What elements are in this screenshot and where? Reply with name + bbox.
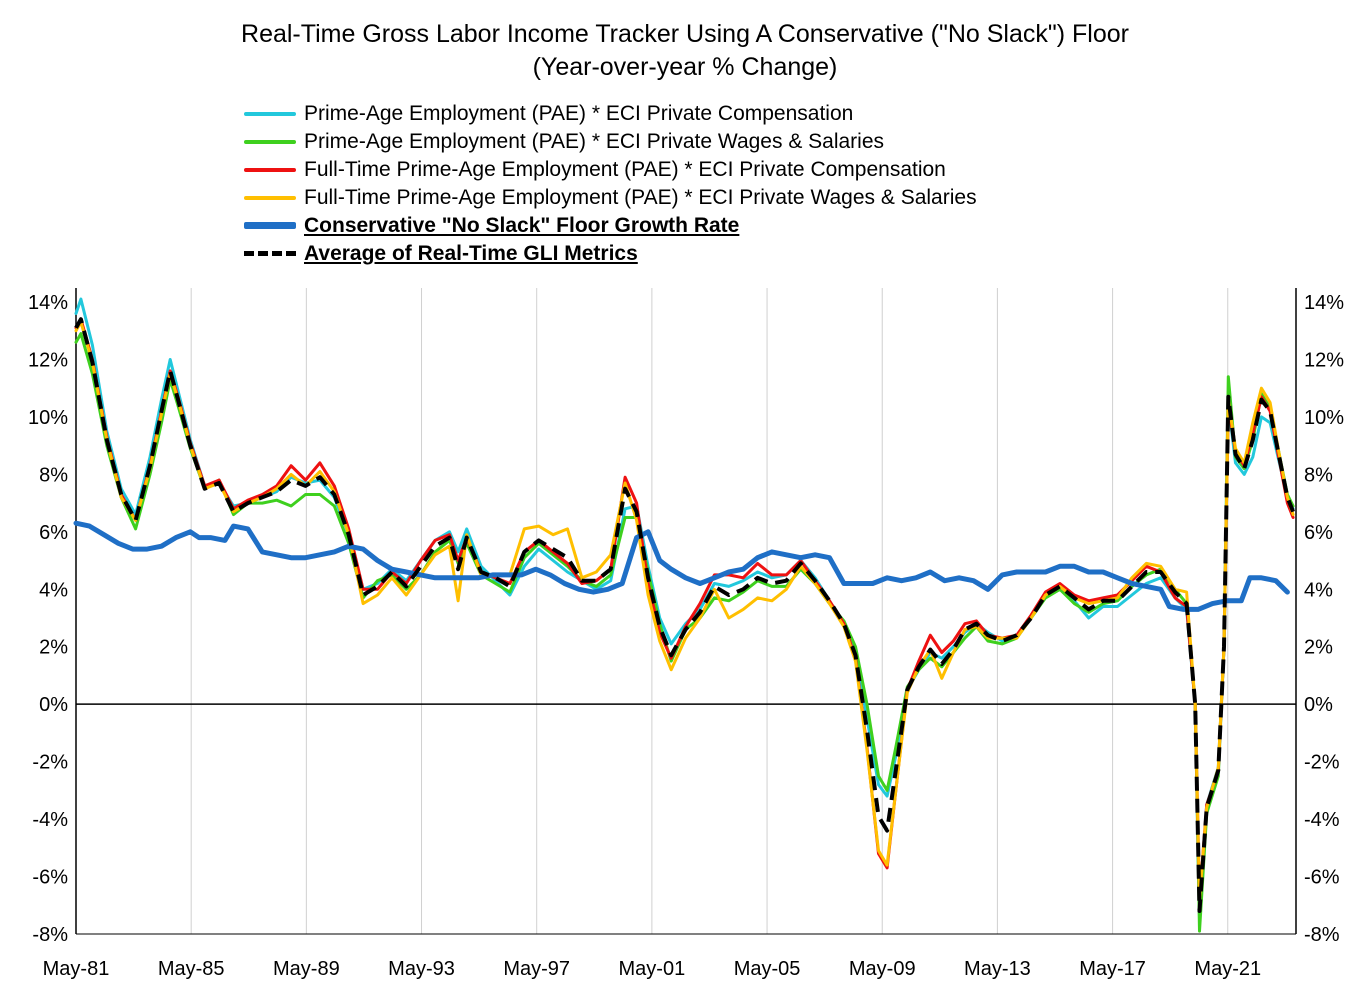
series-line-5 [73,520,1290,612]
x-tick-label: May-09 [849,958,916,980]
y-tick-label-right: 8% [1304,464,1333,486]
x-tick-label: May-05 [734,958,801,980]
legend-label: Full-Time Prime-Age Employment (PAE) * E… [304,158,946,181]
legend-swatch [244,109,296,119]
series-line-4 [74,320,1295,901]
legend-item-6: Average of Real-Time GLI Metrics [244,240,977,268]
x-tick-label: May-13 [964,958,1031,980]
legend-label: Average of Real-Time GLI Metrics [304,242,638,265]
x-tick-label: May-97 [503,958,570,980]
y-tick-label-left: -6% [32,867,68,889]
legend-swatch [244,249,296,259]
y-tick-label-right: 6% [1304,522,1333,544]
legend-swatch [244,165,296,175]
x-tick-label: May-93 [388,958,455,980]
legend-item-3: Full-Time Prime-Age Employment (PAE) * E… [244,156,977,184]
y-tick-label-right: -6% [1304,867,1340,889]
y-tick-label-right: 0% [1304,694,1333,716]
series-line-1 [74,297,1295,919]
y-tick-label-left: -8% [32,924,68,946]
x-tick-label: May-81 [43,958,110,980]
y-tick-label-left: -4% [32,809,68,831]
y-tick-label-left: 6% [39,522,68,544]
x-tick-label: May-21 [1194,958,1261,980]
chart-title: Real-Time Gross Labor Income Tracker Usi… [241,20,1129,48]
x-tick-label: May-89 [273,958,340,980]
y-tick-label-right: 14% [1304,292,1344,314]
chart-subtitle: (Year-over-year % Change) [532,53,838,81]
y-tick-label-left: 10% [28,407,68,429]
y-tick-label-right: 2% [1304,637,1333,659]
legend-swatch [244,193,296,203]
y-tick-label-right: -2% [1304,752,1340,774]
legend-item-2: Prime-Age Employment (PAE) * ECI Private… [244,128,977,156]
legend-item-5: Conservative "No Slack" Floor Growth Rat… [244,212,977,240]
y-tick-label-left: 0% [39,694,68,716]
y-tick-label-left: 12% [28,349,68,371]
y-tick-label-left: 4% [39,579,68,601]
legend-label: Prime-Age Employment (PAE) * ECI Private… [304,130,885,153]
legend-label: Prime-Age Employment (PAE) * ECI Private… [304,102,854,125]
legend-item-1: Prime-Age Employment (PAE) * ECI Private… [244,100,977,128]
y-tick-label-left: 2% [39,637,68,659]
y-tick-label-left: 8% [39,464,68,486]
legend-swatch [244,137,296,147]
legend-label: Full-Time Prime-Age Employment (PAE) * E… [304,186,977,209]
series-line-6 [74,317,1295,913]
x-tick-label: May-01 [619,958,686,980]
y-tick-label-left: 14% [28,292,68,314]
legend-swatch [244,221,296,231]
y-tick-label-right: 10% [1304,407,1344,429]
chart-legend: Prime-Age Employment (PAE) * ECI Private… [244,100,977,268]
x-tick-label: May-85 [158,958,225,980]
y-tick-label-left: -2% [32,752,68,774]
y-tick-label-right: -4% [1304,809,1340,831]
series-line-3 [74,317,1295,901]
legend-label: Conservative "No Slack" Floor Growth Rat… [304,214,740,237]
y-tick-label-right: 4% [1304,579,1333,601]
x-tick-label: May-17 [1079,958,1146,980]
y-tick-label-right: 12% [1304,349,1344,371]
y-tick-label-right: -8% [1304,924,1340,946]
legend-item-4: Full-Time Prime-Age Employment (PAE) * E… [244,184,977,212]
